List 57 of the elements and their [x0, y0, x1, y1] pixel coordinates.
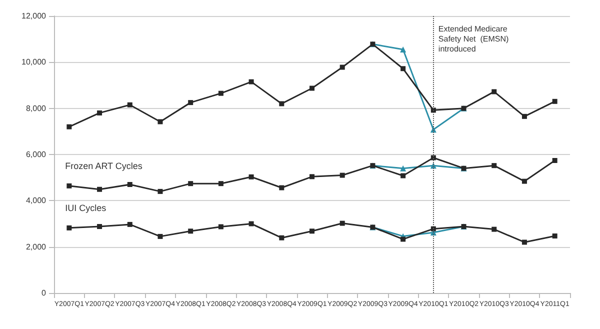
point: [400, 165, 406, 172]
point: [430, 155, 436, 160]
point: [97, 186, 102, 192]
point: [188, 181, 194, 186]
point: [158, 188, 163, 194]
point: [430, 226, 436, 232]
point: [66, 183, 72, 188]
point: [158, 234, 163, 239]
point: [552, 233, 558, 238]
point: [97, 224, 102, 230]
point: [279, 101, 284, 106]
point: [248, 221, 254, 226]
point: [127, 222, 132, 227]
point: [492, 226, 497, 232]
point: [492, 89, 497, 94]
y-tick-label: 2,000: [26, 242, 47, 252]
point: [340, 172, 345, 178]
point: [158, 119, 163, 124]
point: [188, 228, 194, 234]
point: [552, 98, 558, 104]
point: [218, 181, 224, 186]
ref-line-label: Extended Medicare Safety Net (EMSN) introduced: [438, 24, 511, 54]
series-label: Frozen ART Cycles: [65, 160, 143, 171]
point: [188, 100, 194, 106]
point: [248, 79, 254, 84]
point: [97, 110, 102, 116]
y-tick-label: 6,000: [26, 150, 47, 159]
y-tick-label: 10,000: [22, 58, 47, 67]
series-label: IUI Cycles: [65, 202, 107, 213]
point: [310, 86, 314, 91]
y-tick-label: 8,000: [26, 104, 47, 113]
point: [66, 124, 72, 130]
point: [218, 90, 224, 96]
point: [218, 224, 224, 230]
point: [522, 240, 527, 245]
point: [400, 46, 406, 52]
y-tick-label: 12,000: [22, 12, 47, 20]
point: [248, 174, 254, 180]
point: [66, 225, 72, 230]
point: [127, 182, 132, 188]
point: [340, 220, 345, 226]
point: [552, 158, 558, 163]
point: [127, 102, 132, 108]
point: [522, 178, 527, 184]
point: [340, 64, 345, 70]
point: [310, 228, 314, 234]
point: [400, 236, 406, 242]
point: [279, 235, 284, 240]
point: [400, 173, 406, 178]
point: [522, 114, 527, 119]
point: [430, 108, 436, 113]
y-tick-label: 4,000: [26, 196, 47, 206]
point: [310, 174, 314, 180]
point: [400, 66, 406, 72]
y-tick-label: 0: [42, 288, 47, 298]
point: [492, 163, 497, 168]
point: [279, 185, 284, 190]
